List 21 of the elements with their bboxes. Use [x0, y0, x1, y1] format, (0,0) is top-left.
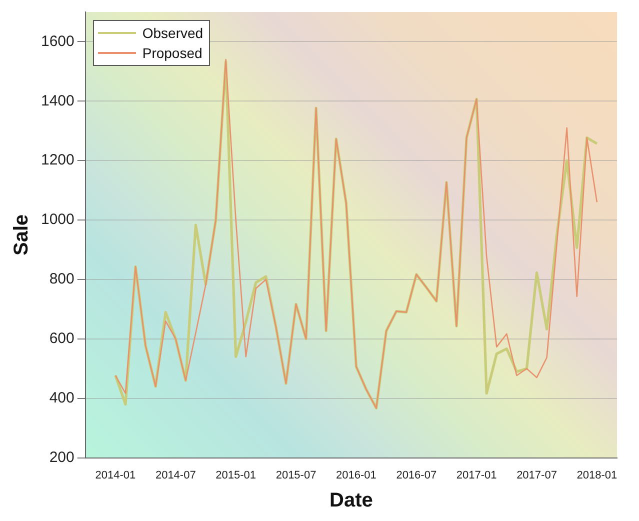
- y-tick-label: 600: [49, 330, 74, 348]
- x-tick-label: 2017-07: [516, 469, 557, 482]
- legend-label: Observed: [142, 24, 204, 43]
- x-tick-label: 2016-07: [396, 469, 437, 482]
- y-tick-label: 800: [49, 270, 74, 288]
- y-tick-label: 1600: [40, 32, 74, 50]
- x-tick-label: 2017-01: [456, 469, 497, 482]
- y-tick-label: 1200: [40, 152, 74, 169]
- x-tick-label: 2018-01: [576, 469, 618, 482]
- y-tick-label: 200: [49, 448, 74, 466]
- x-tick-label: 2015-07: [276, 469, 316, 482]
- y-tick-label: 1400: [40, 92, 74, 110]
- y-axis-title: Sale: [10, 214, 33, 256]
- x-tick-label: 2016-01: [336, 469, 376, 482]
- y-tick-label: 400: [49, 390, 74, 406]
- x-tick-label: 2014-07: [155, 469, 196, 482]
- y-tick-label: 1000: [40, 211, 74, 228]
- legend-label: Proposed: [142, 44, 202, 63]
- x-tick-label: 2015-01: [216, 469, 256, 482]
- x-tick-label: 2014-01: [95, 469, 136, 482]
- x-axis-title: Date: [330, 490, 373, 512]
